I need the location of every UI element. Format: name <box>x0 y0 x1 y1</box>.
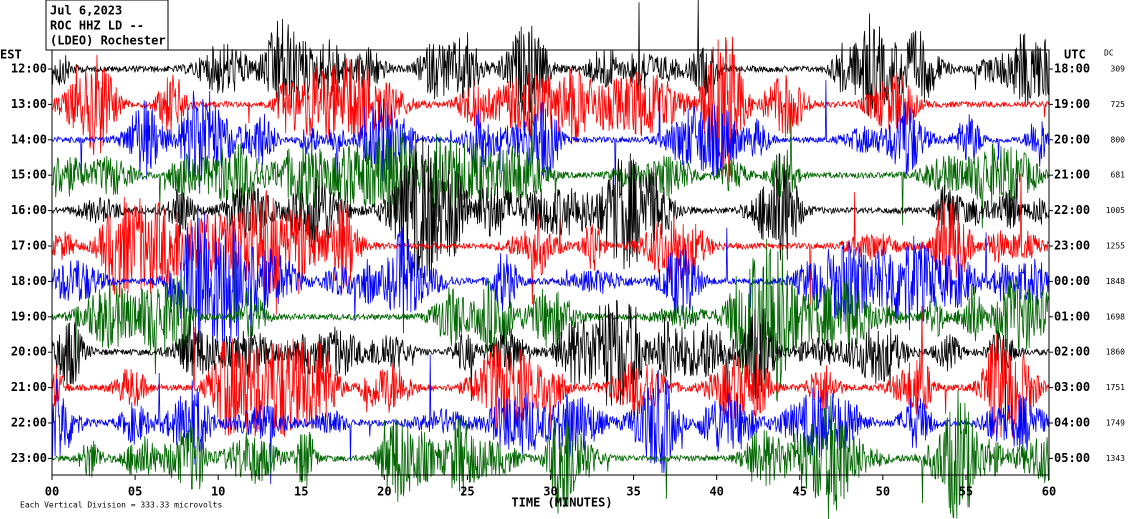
trace <box>51 305 1050 439</box>
left-hour-label: 21:00 <box>11 380 47 394</box>
x-tick-label: 55 <box>959 485 973 499</box>
left-hour-label: 17:00 <box>11 239 47 253</box>
x-axis-label: TIME (MINUTES) <box>511 496 612 510</box>
left-hour-label: 14:00 <box>11 132 47 146</box>
trace <box>51 389 1050 519</box>
dc-value: 1698 <box>1106 312 1125 321</box>
network: (LDEO) Rochester <box>50 34 166 48</box>
dc-value: 1860 <box>1106 348 1125 357</box>
right-hour-label: 22:00 <box>1054 203 1090 217</box>
traces <box>51 0 1050 519</box>
right-axis-label: UTC <box>1064 48 1086 62</box>
trace <box>51 204 1050 361</box>
x-tick-label: 45 <box>793 485 807 499</box>
trace <box>51 137 1050 282</box>
trace <box>51 36 1050 183</box>
left-hour-label: 20:00 <box>11 345 47 359</box>
x-tick-label: 20 <box>377 485 391 499</box>
right-hour-label: 03:00 <box>1054 380 1090 394</box>
x-tick-label: 15 <box>294 485 308 499</box>
left-hour-label: 19:00 <box>11 309 47 323</box>
x-tick-label: 50 <box>876 485 890 499</box>
trace <box>51 354 1050 485</box>
right-hour-label: 05:00 <box>1054 451 1090 465</box>
left-axis-label: EST <box>0 48 22 62</box>
date: Jul 6,2023 <box>50 4 122 18</box>
right-hour-label: 18:00 <box>1054 62 1090 76</box>
right-hour-label: 23:00 <box>1054 239 1090 253</box>
x-tick-label: 30 <box>543 485 557 499</box>
x-tick-label: 25 <box>460 485 474 499</box>
trace <box>51 100 1050 229</box>
left-hour-label: 23:00 <box>11 451 47 465</box>
right-hour-label: 20:00 <box>1054 132 1090 146</box>
dc-label: DC <box>1104 49 1114 58</box>
x-tick-label: 35 <box>626 485 640 499</box>
x-tick-label: 60 <box>1042 485 1056 499</box>
left-hour-label: 16:00 <box>11 203 47 217</box>
trace <box>51 238 1050 402</box>
dc-value: 1005 <box>1106 206 1125 215</box>
header-box <box>45 0 169 51</box>
right-hour-label: 19:00 <box>1054 97 1090 111</box>
dc-value: 1749 <box>1106 419 1125 428</box>
left-hour-label: 18:00 <box>11 274 47 288</box>
x-tick-label: 05 <box>128 485 142 499</box>
dc-value: 1751 <box>1106 383 1125 392</box>
x-tick-label: 40 <box>709 485 723 499</box>
dc-value: 1343 <box>1106 454 1125 463</box>
trace <box>51 79 1050 200</box>
station: ROC HHZ LD -- <box>50 19 144 33</box>
right-hour-label: 21:00 <box>1054 168 1090 182</box>
footer: Each Vertical Division = 333.33 microvol… <box>20 501 222 510</box>
trace <box>51 299 1050 432</box>
dc-value: 309 <box>1111 65 1126 74</box>
left-hour-label: 13:00 <box>11 97 47 111</box>
dc-value: 1848 <box>1106 277 1125 286</box>
left-hour-label: 12:00 <box>11 62 47 76</box>
right-hour-label: 01:00 <box>1054 309 1090 323</box>
x-tick-label: 00 <box>45 485 59 499</box>
right-hour-label: 02:00 <box>1054 345 1090 359</box>
right-hour-label: 04:00 <box>1054 416 1090 430</box>
left-hour-label: 15:00 <box>11 168 47 182</box>
x-tick-label: 10 <box>211 485 225 499</box>
dc-value: 800 <box>1111 135 1126 144</box>
dc-value: 1255 <box>1106 242 1125 251</box>
dc-value: 725 <box>1111 100 1126 109</box>
left-hour-label: 22:00 <box>11 416 47 430</box>
right-hour-label: 00:00 <box>1054 274 1090 288</box>
dc-value: 681 <box>1111 171 1126 180</box>
